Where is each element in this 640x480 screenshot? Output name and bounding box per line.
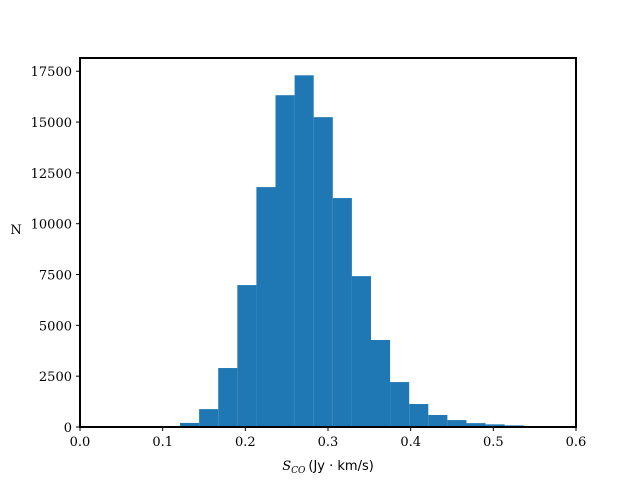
bar	[390, 382, 410, 427]
x-axis-label: SCO (Jy · km/s)	[282, 459, 374, 476]
bar	[313, 117, 333, 427]
bar	[428, 415, 448, 427]
plot-frame	[79, 57, 577, 428]
y-tick-label: 7500	[39, 269, 72, 284]
bar	[351, 276, 371, 427]
x-label-subscript: CO	[291, 466, 306, 476]
y-tick-label: 17500	[31, 65, 72, 80]
y-tick-label: 0	[64, 421, 72, 436]
bar	[180, 422, 200, 427]
bar	[256, 187, 276, 427]
x-tick-label: 0.5	[483, 435, 504, 450]
bar	[294, 75, 314, 427]
x-label-unit: (Jy · km/s)	[308, 459, 373, 474]
bar	[199, 409, 219, 427]
x-tick-label: 0.1	[152, 435, 173, 450]
x-tick-label: 0.2	[235, 435, 256, 450]
y-axis-label: N	[10, 223, 21, 238]
y-tick-label: 12500	[31, 167, 72, 182]
bar	[275, 95, 295, 427]
y-tick-label: 15000	[31, 116, 72, 131]
bar	[409, 404, 429, 427]
bar	[332, 198, 352, 427]
x-tick-label: 0.6	[566, 435, 587, 450]
x-label-symbol: S	[282, 459, 291, 474]
y-tick-label: 2500	[39, 370, 72, 385]
x-tick-label: 0.3	[318, 435, 339, 450]
bar	[447, 420, 467, 427]
bar	[370, 339, 391, 427]
bar	[237, 285, 257, 427]
y-tick-label: 5000	[39, 319, 72, 334]
bar	[218, 368, 238, 427]
x-tick-label: 0.0	[70, 435, 91, 450]
y-tick-label: 10000	[31, 218, 72, 233]
bar	[466, 423, 486, 427]
x-tick-label: 0.4	[400, 435, 421, 450]
bar	[485, 424, 505, 427]
